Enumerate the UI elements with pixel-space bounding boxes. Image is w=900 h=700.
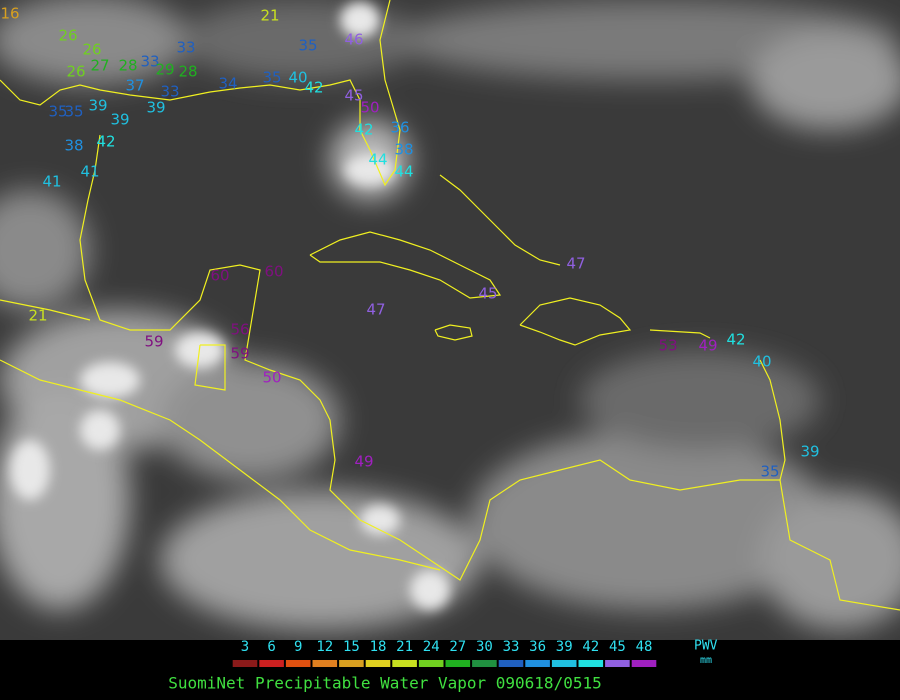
legend-tick-label: 33: [503, 639, 520, 655]
station-value: 28: [118, 57, 137, 75]
station-value: 50: [360, 99, 379, 117]
legend-tick-label: 27: [449, 639, 466, 655]
legend-tick-label: 30: [476, 639, 493, 655]
bright-clouds: [10, 2, 450, 610]
station-value: 50: [262, 369, 281, 387]
legend-swatch: [551, 660, 577, 667]
legend-swatch: [525, 660, 550, 667]
station-value: 34: [218, 75, 237, 93]
station-value: 36: [390, 119, 409, 137]
station-value: 33: [140, 53, 159, 71]
station-value: 49: [698, 337, 717, 355]
station-value: 60: [264, 263, 283, 281]
legend-swatch: [259, 660, 284, 667]
station-value: 28: [178, 63, 197, 81]
legend-swatch: [392, 660, 417, 667]
legend-swatch: [498, 660, 524, 667]
legend-tick-label: 6: [267, 639, 275, 655]
station-value: 44: [368, 151, 387, 169]
station-value: 38: [64, 137, 83, 155]
station-value: 33: [176, 39, 195, 57]
caption: SuomiNet Precipitable Water Vapor 090618…: [168, 674, 601, 693]
station-value: 41: [80, 163, 99, 181]
legend-swatch: [445, 660, 471, 667]
station-value: 39: [800, 443, 819, 461]
station-value: 42: [96, 133, 115, 151]
legend-tick-label: 36: [529, 639, 546, 655]
station-value: 16: [0, 5, 19, 23]
station-value: 38: [394, 141, 413, 159]
station-value: 26: [82, 41, 101, 59]
station-value: 21: [260, 7, 279, 25]
station-value: 26: [58, 27, 77, 45]
station-value: 56: [230, 321, 249, 339]
station-value: 42: [304, 79, 323, 97]
station-value: 42: [354, 121, 373, 139]
unit-label: PWV: [694, 639, 718, 654]
station-value: 45: [344, 87, 363, 105]
station-value: 33: [160, 83, 179, 101]
station-value: 26: [66, 63, 85, 81]
station-value: 59: [230, 345, 249, 363]
legend-swatch: [232, 660, 258, 667]
legend-tick-label: 9: [294, 639, 302, 655]
legend-swatch: [605, 660, 630, 667]
legend-swatch: [312, 660, 338, 667]
station-value: 35: [48, 103, 67, 121]
station-value: 39: [146, 99, 165, 117]
station-value: 21: [28, 307, 47, 325]
legend-swatch: [631, 660, 657, 667]
station-value: 39: [110, 111, 129, 129]
legend-tick-label: 15: [343, 639, 360, 655]
station-value: 44: [394, 163, 413, 181]
station-value: 42: [726, 331, 745, 349]
legend-tick-label: 39: [556, 639, 573, 655]
station-value: 59: [144, 333, 163, 351]
station-value: 35: [298, 37, 317, 55]
legend-swatch: [339, 660, 364, 667]
legend-tick-label: 18: [370, 639, 387, 655]
station-value: 45: [478, 285, 497, 303]
legend-panel: [0, 640, 900, 700]
legend-tick-label: 21: [396, 639, 413, 655]
coastlines: [0, 0, 900, 611]
station-value: 49: [354, 453, 373, 471]
station-value: 35: [760, 463, 779, 481]
station-value: 40: [752, 353, 771, 371]
legend-tick-label: 12: [316, 639, 333, 655]
legend-swatch: [365, 660, 391, 667]
station-value: 46: [344, 31, 363, 49]
station-value: 60: [210, 267, 229, 285]
station-value: 47: [566, 255, 585, 273]
legend-tick-label: 42: [582, 639, 599, 655]
station-value: 53: [658, 337, 677, 355]
unit: mm: [700, 655, 712, 666]
station-value: 40: [288, 69, 307, 87]
station-value: 29: [155, 61, 174, 79]
legend-swatch: [285, 660, 311, 667]
legend-tick-label: 3: [241, 639, 249, 655]
legend-tick-label: 45: [609, 639, 626, 655]
station-value: 35: [64, 103, 83, 121]
legend-tick-label: 48: [636, 639, 653, 655]
station-value: 47: [366, 301, 385, 319]
station-value: 41: [42, 173, 61, 191]
station-value: 35: [262, 69, 281, 87]
legend-swatch: [578, 660, 604, 667]
legend-swatch: [472, 660, 497, 667]
station-value: 27: [90, 57, 109, 75]
station-value: 39: [88, 97, 107, 115]
legend-swatch: [418, 660, 444, 667]
station-value: 37: [125, 77, 144, 95]
legend-tick-label: 24: [423, 639, 440, 655]
